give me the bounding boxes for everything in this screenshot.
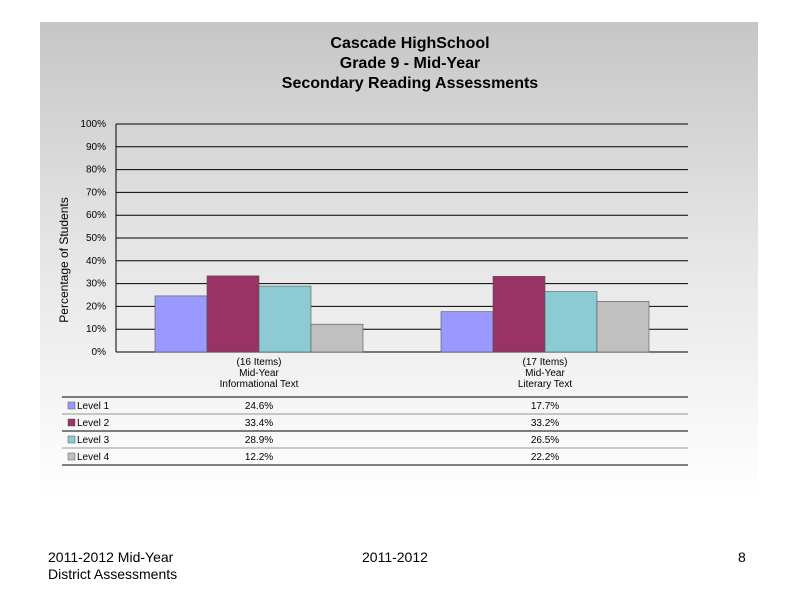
legend-label: Level 2 bbox=[77, 418, 110, 429]
y-tick-label: 40% bbox=[86, 256, 106, 267]
data-label: 22.2% bbox=[531, 452, 559, 463]
y-tick-label: 60% bbox=[86, 210, 106, 221]
bar-level-4 bbox=[596, 301, 650, 353]
bar-level-2 bbox=[492, 276, 546, 353]
chart-title: Cascade HighSchool Grade 9 - Mid-Year Se… bbox=[40, 34, 780, 94]
footer-left: 2011-2012 Mid-Year District Assessments bbox=[48, 549, 177, 583]
x-category-label: (17 Items) bbox=[522, 357, 567, 368]
page-number: 8 bbox=[738, 549, 746, 565]
legend-key bbox=[67, 435, 76, 444]
data-label: 12.2% bbox=[245, 452, 273, 463]
y-tick-label: 90% bbox=[86, 142, 106, 153]
y-tick-label: 30% bbox=[86, 279, 106, 290]
legend-label: Level 1 bbox=[77, 401, 110, 412]
chart-title-line-1: Cascade HighSchool bbox=[330, 35, 490, 52]
data-label: 17.7% bbox=[531, 401, 559, 412]
x-category-label: Literary Text bbox=[518, 379, 573, 390]
x-category-label: (16 Items) bbox=[236, 357, 281, 368]
bar-level-4 bbox=[310, 323, 364, 353]
y-tick-label: 20% bbox=[86, 301, 106, 312]
footer-left-line-1: 2011-2012 Mid-Year bbox=[48, 549, 174, 565]
bar-level-3 bbox=[258, 285, 312, 353]
x-category-label: Informational Text bbox=[220, 379, 299, 390]
legend-label: Level 3 bbox=[77, 435, 110, 446]
footer-left-line-2: District Assessments bbox=[48, 566, 178, 582]
legend-key bbox=[67, 418, 76, 427]
y-tick-label: 0% bbox=[92, 347, 107, 358]
data-label: 33.4% bbox=[245, 418, 273, 429]
data-label: 24.6% bbox=[245, 401, 273, 412]
bar-level-1 bbox=[440, 311, 494, 353]
data-label: 33.2% bbox=[531, 418, 559, 429]
data-label: 26.5% bbox=[531, 435, 559, 446]
footer-center: 2011-2012 bbox=[362, 549, 428, 565]
y-tick-label: 50% bbox=[86, 233, 106, 244]
y-tick-label: 70% bbox=[86, 187, 106, 198]
data-label: 28.9% bbox=[245, 435, 273, 446]
y-tick-label: 100% bbox=[80, 119, 106, 130]
bar-level-1 bbox=[154, 295, 208, 353]
legend-label: Level 4 bbox=[77, 452, 110, 463]
y-tick-label: 80% bbox=[86, 165, 106, 176]
legend-key bbox=[67, 452, 76, 461]
legend-key bbox=[67, 401, 76, 410]
chart-title-line-3: Secondary Reading Assessments bbox=[281, 75, 539, 92]
y-axis-title: Percentage of Students bbox=[57, 197, 71, 322]
y-tick-label: 10% bbox=[86, 324, 106, 335]
bar-level-3 bbox=[544, 291, 598, 353]
x-category-label: Mid-Year bbox=[239, 368, 279, 379]
x-category-label: Mid-Year bbox=[525, 368, 565, 379]
chart-title-line-2: Grade 9 - Mid-Year bbox=[339, 55, 481, 72]
bar-level-2 bbox=[206, 275, 260, 353]
